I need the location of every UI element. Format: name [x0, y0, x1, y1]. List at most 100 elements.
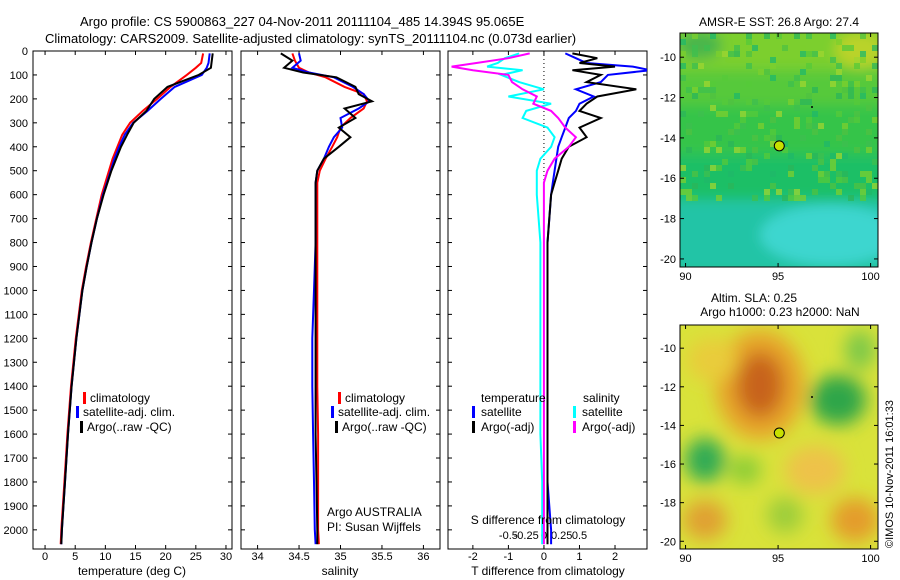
depth-tick-label: 0: [22, 46, 28, 58]
map-y-tick-label: -10: [660, 343, 676, 355]
map-y-tick-label: -12: [660, 382, 676, 394]
legend-label-satellite: satellite-adj. clim.: [338, 405, 430, 419]
sla-float-track-dot: [811, 396, 813, 398]
sst-pixel: [686, 189, 692, 195]
sla-map-frame: [679, 324, 879, 550]
sst-pixel: [770, 117, 776, 123]
depth-tick-label: 100: [10, 70, 28, 82]
salinity-legend: climatology satellite-adj. clim. Argo(..…: [327, 391, 430, 534]
sst-pixel: [740, 165, 746, 171]
sst-pixel: [752, 147, 758, 153]
legend-swatch-t-satellite: [472, 406, 475, 418]
sst-pixel: [692, 87, 698, 93]
sst-pixel: [842, 81, 848, 87]
sst-pixel: [692, 33, 698, 39]
x-tick-label: 34.5: [288, 551, 309, 563]
sst-pixel: [680, 39, 686, 45]
salinity-panel-frame: [240, 50, 441, 550]
sst-pixel: [776, 111, 782, 117]
sst-pixel: [692, 171, 698, 177]
sst-pixel: [704, 45, 710, 51]
sst-pixel: [746, 81, 752, 87]
x-tick-label: 34: [251, 551, 263, 563]
sst-pixel: [860, 51, 866, 57]
sst-pixel: [782, 195, 788, 201]
x-tick-label: 5: [72, 551, 78, 563]
x-tick-label: 10: [99, 551, 111, 563]
legend-label-t-satellite: satellite: [481, 405, 522, 419]
sla-map-ticks: 90 95 100 -10 -12 -14 -16 -18 -20: [660, 325, 880, 565]
sst-pixel: [764, 153, 770, 159]
map-y-tick-label: -10: [660, 52, 676, 64]
x-tick-label: -2: [468, 551, 478, 563]
depth-tick-label: 800: [10, 238, 28, 250]
temperature-lines: [59, 53, 214, 545]
sst-pixel: [854, 111, 860, 117]
x-tick-label: 0: [42, 551, 48, 563]
sst-pixel: [806, 33, 812, 39]
sst-pixel: [692, 195, 698, 201]
sst-pixel: [698, 111, 704, 117]
sst-pixel: [770, 171, 776, 177]
map-y-tick-label: -14: [660, 420, 676, 432]
sst-pixel: [788, 153, 794, 159]
sst-pixel: [866, 171, 872, 177]
x-tick-label: 36: [417, 551, 429, 563]
sst-pixel: [836, 75, 842, 81]
depth-tick-label: 300: [10, 118, 28, 130]
depth-tick-label: 2000: [4, 525, 28, 537]
sst-pixel: [764, 195, 770, 201]
sst-pixel: [770, 135, 776, 141]
sst-pixel: [770, 141, 776, 147]
sst-pixel: [854, 81, 860, 87]
sst-pixel: [692, 183, 698, 189]
figure-title-line1: Argo profile: CS 5900863_227 04-Nov-2011…: [80, 14, 525, 29]
sst-pixel: [818, 159, 824, 165]
sst-pixel: [758, 69, 764, 75]
sst-pixel: [848, 195, 854, 201]
sst-pixel: [680, 111, 686, 117]
x-tick-label: 2: [612, 551, 618, 563]
sst-pixel: [842, 141, 848, 147]
sst-pixel: [830, 153, 836, 159]
sst-pixel: [812, 111, 818, 117]
sst-pixel: [704, 177, 710, 183]
sst-pixel: [848, 45, 854, 51]
map-y-tick-label: -16: [660, 173, 676, 185]
sst-pixel: [746, 165, 752, 171]
map-x-tick-label: 90: [679, 271, 691, 283]
legend-label-argo: Argo(..raw -QC): [87, 420, 172, 434]
legend-swatch-argo: [335, 421, 338, 433]
difference-lines: [451, 52, 647, 545]
sst-pixel: [872, 159, 878, 165]
sst-argo-position-marker: [773, 140, 785, 152]
sst-pixel: [842, 123, 848, 129]
sst-pixel: [728, 141, 734, 147]
x-tick-label: 1: [576, 551, 582, 563]
sst-pixel: [764, 105, 770, 111]
sst-pixel: [836, 63, 842, 69]
legend-label-climatology: climatology: [345, 391, 405, 405]
sst-pixel: [866, 177, 872, 183]
sst-pixel: [728, 171, 734, 177]
sst-pixel: [854, 99, 860, 105]
sst-pixel: [812, 153, 818, 159]
sst-pixel: [788, 195, 794, 201]
sst-pixel: [746, 159, 752, 165]
sst-pixel: [752, 159, 758, 165]
sst-pixel: [764, 189, 770, 195]
x-tick-label: 25: [190, 551, 202, 563]
sst-pixel: [680, 51, 686, 57]
sst-pixel: [848, 81, 854, 87]
sst-pixel: [680, 165, 686, 171]
map-x-tick-label: 95: [772, 553, 784, 565]
imos-timestamp-label: ©IMOS 10-Nov-2011 16:01:33: [884, 400, 896, 548]
x-tick-label: 20: [160, 551, 172, 563]
legend-label-argo: Argo(..raw -QC): [342, 420, 427, 434]
sst-pixel: [764, 69, 770, 75]
sst-pixel: [860, 93, 866, 99]
sst-pixel: [686, 123, 692, 129]
sla-features: [683, 330, 878, 542]
sst-pixel: [734, 129, 740, 135]
